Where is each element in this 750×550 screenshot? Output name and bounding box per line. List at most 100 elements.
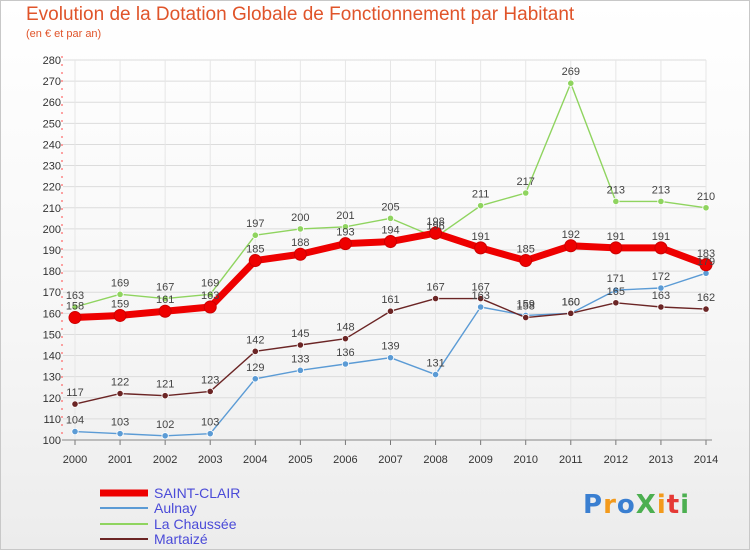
- data-label: 185: [246, 244, 264, 256]
- data-point: [338, 237, 352, 251]
- logo-letter: X: [635, 490, 657, 520]
- data-point: [206, 387, 214, 396]
- data-point: [567, 309, 575, 317]
- data-point: [71, 303, 79, 311]
- data-label: 198: [426, 216, 444, 228]
- data-label: 136: [336, 347, 354, 359]
- data-label: 197: [246, 218, 264, 230]
- y-tick-label: 220: [43, 182, 61, 194]
- data-point: [522, 313, 530, 322]
- data-point: [116, 430, 124, 438]
- data-point: [657, 303, 665, 311]
- data-point: [113, 308, 127, 322]
- data-label: 213: [607, 184, 625, 196]
- data-point: [699, 258, 713, 272]
- data-label: 196: [426, 220, 444, 232]
- x-tick-label: 2008: [423, 454, 447, 466]
- x-tick-label: 2006: [333, 454, 357, 466]
- x-tick-label: 2014: [694, 454, 718, 466]
- data-point: [519, 254, 533, 268]
- data-point: [386, 307, 395, 315]
- data-point: [477, 202, 485, 210]
- data-point: [341, 360, 350, 368]
- data-point: [251, 231, 259, 239]
- data-point: [702, 305, 710, 313]
- data-point: [161, 392, 169, 400]
- data-point: [248, 254, 262, 268]
- y-tick-label: 130: [43, 372, 61, 384]
- data-label: 210: [697, 191, 715, 203]
- y-tick-label: 270: [43, 76, 61, 88]
- data-label: 142: [246, 334, 264, 346]
- data-label: 205: [381, 201, 399, 213]
- x-tick-label: 2005: [288, 454, 312, 466]
- data-label: 159: [517, 298, 535, 310]
- data-point: [68, 311, 82, 325]
- data-point: [341, 335, 350, 343]
- data-label: 213: [652, 184, 670, 196]
- data-label: 167: [156, 282, 174, 294]
- data-point: [386, 354, 395, 362]
- data-label: 191: [471, 231, 489, 243]
- logo-letter: P: [583, 490, 604, 520]
- data-point: [431, 294, 440, 303]
- data-label: 172: [652, 271, 670, 283]
- legend-label: SAINT-CLAIR: [154, 485, 240, 501]
- x-tick-label: 2011: [559, 454, 583, 466]
- data-point: [296, 341, 304, 349]
- x-tick-label: 2013: [649, 454, 673, 466]
- y-tick-label: 210: [43, 203, 61, 215]
- data-label: 160: [562, 296, 580, 308]
- data-label: 163: [652, 290, 670, 302]
- y-tick-label: 100: [43, 435, 61, 447]
- data-label: 103: [201, 417, 219, 429]
- data-label: 191: [652, 231, 670, 243]
- y-tick-label: 260: [43, 97, 61, 109]
- data-label: 171: [607, 273, 625, 285]
- data-point: [429, 226, 443, 240]
- data-label: 211: [472, 189, 490, 201]
- logo-letter: i: [656, 490, 667, 520]
- logo-letter: o: [616, 490, 636, 520]
- data-point: [657, 197, 665, 206]
- series-lines: [68, 79, 713, 440]
- legend-label: La Chaussée: [154, 516, 237, 532]
- data-label: 193: [336, 227, 354, 239]
- legend-label: Aulnay: [154, 500, 197, 516]
- x-tick-label: 2012: [604, 454, 628, 466]
- data-point: [116, 389, 124, 398]
- y-tick-label: 150: [43, 329, 61, 341]
- data-point: [203, 300, 217, 314]
- data-label: 122: [111, 377, 129, 389]
- data-point: [702, 204, 710, 212]
- logo-letter: i: [680, 490, 691, 520]
- x-tick-label: 2010: [513, 454, 537, 466]
- y-tick-label: 180: [43, 266, 61, 278]
- data-label: 165: [607, 286, 625, 298]
- data-point: [612, 286, 620, 294]
- data-label: 104: [66, 415, 84, 427]
- data-point: [522, 189, 530, 197]
- data-label: 117: [66, 387, 84, 399]
- data-label: 194: [381, 225, 399, 237]
- y-tick-label: 190: [43, 245, 61, 257]
- data-label: 163: [201, 290, 219, 302]
- data-label: 160: [562, 296, 580, 308]
- y-tick-label: 120: [43, 393, 61, 405]
- data-label: 169: [201, 277, 219, 289]
- data-label: 169: [111, 277, 129, 289]
- data-label: 159: [111, 298, 129, 310]
- data-label: 188: [291, 237, 309, 249]
- y-tick-label: 280: [43, 55, 61, 67]
- data-label: 133: [291, 353, 309, 365]
- data-point: [654, 241, 668, 255]
- data-point: [251, 375, 259, 383]
- data-label: 163: [471, 290, 489, 302]
- chart-title: Evolution de la Dotation Globale de Fonc…: [26, 4, 575, 25]
- data-label: 192: [562, 229, 580, 241]
- data-label: 148: [336, 322, 354, 334]
- data-label: 183: [697, 248, 715, 260]
